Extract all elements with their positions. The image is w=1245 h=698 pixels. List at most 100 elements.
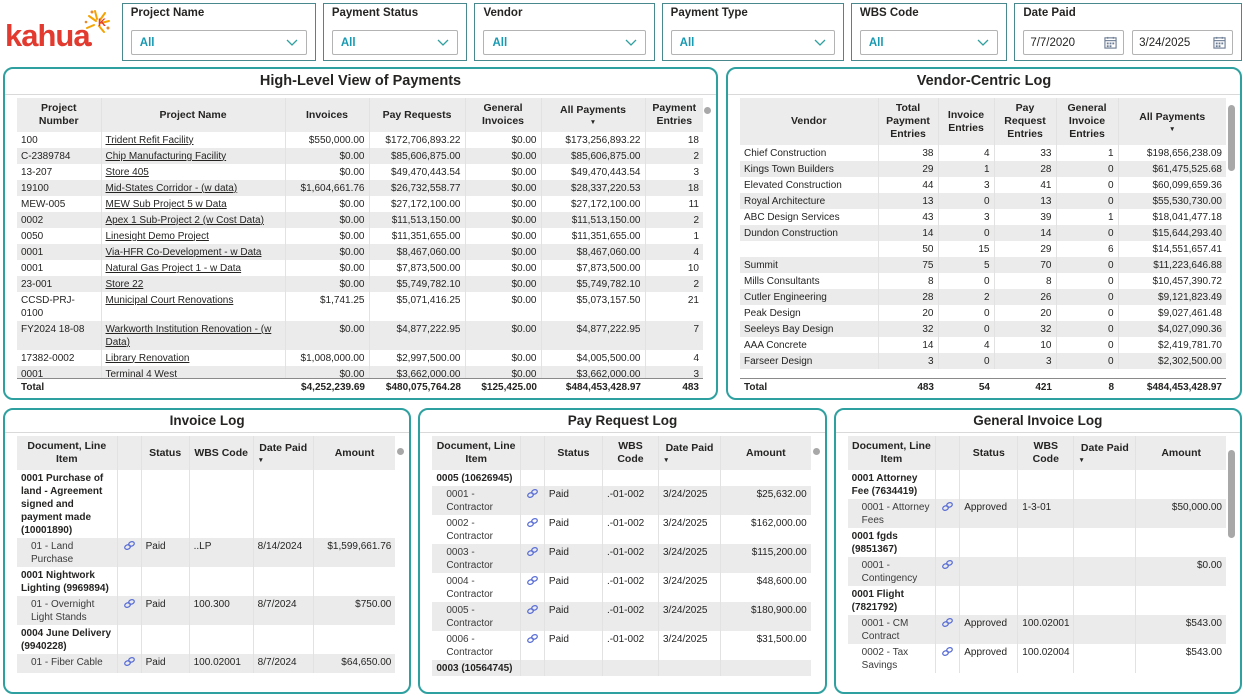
column-header-invoices[interactable]: Invoices [285, 98, 370, 133]
column-header-amount[interactable]: Amount [313, 436, 396, 471]
project-name-link[interactable]: Terminal 4 West [101, 366, 286, 378]
link-icon[interactable] [123, 540, 136, 551]
scrollbar-thumb[interactable] [704, 107, 711, 114]
table-cell: 0001 [17, 260, 102, 277]
column-header-wbs-code[interactable]: WBS Code [602, 436, 660, 471]
column-header-status[interactable]: Status [141, 436, 190, 471]
table-cell [959, 470, 1019, 500]
table-cell [141, 625, 190, 655]
link-icon-cell[interactable] [117, 654, 142, 673]
link-icon[interactable] [526, 633, 539, 644]
scrollbar-thumb[interactable] [812, 448, 820, 455]
kahua-logo: kahua K [3, 3, 115, 61]
project-name-link[interactable]: Store 22 [101, 276, 286, 293]
column-header-status[interactable]: Status [959, 436, 1019, 471]
table-cell: 100.02004 [1017, 644, 1075, 674]
column-header-status[interactable]: Status [544, 436, 603, 471]
table-row: 0006 - Contractor Paid .-01-002 3/24/2025 $3… [432, 631, 810, 661]
link-icon-cell[interactable] [117, 538, 142, 568]
date-start-input[interactable]: 7/7/2020 [1023, 30, 1125, 55]
project-name-link[interactable]: Municipal Court Renovations [101, 292, 286, 322]
column-header-total-payment-entries[interactable]: Total Payment Entries [878, 98, 939, 146]
column-header-date-paid[interactable]: Date Paid [658, 436, 722, 471]
column-header-invoice-entries[interactable]: Invoice Entries [938, 98, 995, 146]
column-header-project-number[interactable]: Project Number [17, 98, 102, 133]
link-icon[interactable] [941, 501, 954, 512]
vendor-dropdown[interactable]: All [483, 30, 646, 55]
link-icon[interactable] [526, 488, 539, 499]
link-icon-cell[interactable] [520, 602, 545, 632]
scrollbar-thumb[interactable] [1227, 450, 1235, 538]
project-name-link[interactable]: Linesight Demo Project [101, 228, 286, 245]
column-header-amount[interactable]: Amount [1135, 436, 1226, 471]
link-icon-cell[interactable] [935, 557, 961, 587]
column-header-wbs-code[interactable]: WBS Code [1017, 436, 1075, 471]
link-icon[interactable] [941, 559, 954, 570]
column-header-date-paid[interactable]: Date Paid [253, 436, 314, 471]
column-header-date-paid[interactable]: Date Paid [1073, 436, 1137, 471]
project-name-link[interactable]: Via-HFR Co-Development - w Data [101, 244, 286, 261]
column-header-document-line-item[interactable]: Document, Line Item [847, 436, 937, 471]
link-icon[interactable] [526, 517, 539, 528]
link-icon-cell[interactable] [520, 631, 545, 661]
project-name-link[interactable]: Library Renovation [101, 350, 286, 367]
total-cell: 483 [645, 378, 703, 398]
table-cell: 18 [687, 182, 699, 194]
column-header-all-payments[interactable]: All Payments [1118, 98, 1226, 146]
project-name-link[interactable]: Natural Gas Project 1 - w Data [101, 260, 286, 277]
project-name-dropdown[interactable]: All [130, 30, 307, 55]
link-icon[interactable] [941, 617, 954, 628]
project-name-link[interactable]: Trident Refit Facility [101, 132, 286, 149]
column-header-payment-entries[interactable]: Payment Entries [645, 98, 703, 133]
project-name-link[interactable]: Mid-States Corridor - (w data) [101, 180, 286, 197]
total-cell: 483 [878, 378, 938, 398]
link-icon[interactable] [526, 546, 539, 557]
column-header-pay-requests[interactable]: Pay Requests [369, 98, 466, 133]
link-icon-cell[interactable] [520, 486, 545, 516]
link-icon-cell[interactable] [935, 644, 961, 674]
group-row: 0004 June Delivery (9940228) [17, 625, 395, 655]
project-name-link[interactable]: Apex 1 Sub-Project 2 (w Cost Data) [101, 212, 286, 229]
scrollbar-thumb[interactable] [1228, 105, 1235, 171]
column-header-document-line-item[interactable]: Document, Line Item [432, 436, 521, 471]
column-header-amount[interactable]: Amount [720, 436, 811, 471]
wbs-code-dropdown[interactable]: All [859, 30, 999, 55]
link-icon-cell[interactable] [520, 515, 545, 545]
column-header-general-invoices[interactable]: General Invoices [465, 98, 542, 133]
payment-status-dropdown[interactable]: All [331, 30, 459, 55]
column-header-general-invoice-entries[interactable]: General Invoice Entries [1056, 98, 1119, 146]
table-cell: 29 [878, 161, 939, 178]
table-cell: Paid [544, 573, 603, 603]
column-header-project-name[interactable]: Project Name [101, 98, 286, 133]
link-icon-cell[interactable] [117, 596, 142, 626]
project-name-link[interactable]: Warkworth Institution Renovation - (w Da… [101, 321, 286, 351]
scrollbar-thumb[interactable] [397, 448, 405, 455]
link-icon[interactable] [123, 598, 136, 609]
table-cell: 3 [878, 353, 939, 370]
link-icon-cell[interactable] [935, 615, 961, 645]
link-icon-cell[interactable] [520, 544, 545, 574]
table-cell: 0 [1056, 193, 1119, 210]
group-row: 0003 (10564745) [432, 660, 811, 677]
calendar-icon [1104, 36, 1117, 49]
link-icon[interactable] [941, 646, 954, 657]
column-header-vendor[interactable]: Vendor [740, 98, 879, 146]
column-header-pay-request-entries[interactable]: Pay Request Entries [994, 98, 1057, 146]
project-name-link[interactable]: Chip Manufacturing Facility [101, 148, 286, 165]
project-name-link[interactable]: Store 405 [101, 164, 286, 181]
link-icon[interactable] [526, 604, 539, 615]
column-header-wbs-code[interactable]: WBS Code [189, 436, 254, 471]
column-header-document-line-item[interactable]: Document, Line Item [17, 436, 118, 471]
link-icon[interactable] [123, 656, 136, 667]
project-name-link[interactable]: MEW Sub Project 5 w Data [101, 196, 286, 213]
payment-type-dropdown[interactable]: All [670, 30, 835, 55]
table-cell: 0002 - Contractor [432, 515, 521, 545]
table-cell: Farseer Design [740, 353, 879, 370]
table-cell: 70 [994, 257, 1057, 274]
link-icon[interactable] [526, 575, 539, 586]
link-icon-cell[interactable] [935, 499, 961, 529]
column-header-all-payments[interactable]: All Payments [541, 98, 646, 133]
date-end-input[interactable]: 3/24/2025 [1132, 30, 1233, 55]
table-cell: $49,470,443.54 [541, 164, 646, 181]
link-icon-cell[interactable] [520, 573, 545, 603]
